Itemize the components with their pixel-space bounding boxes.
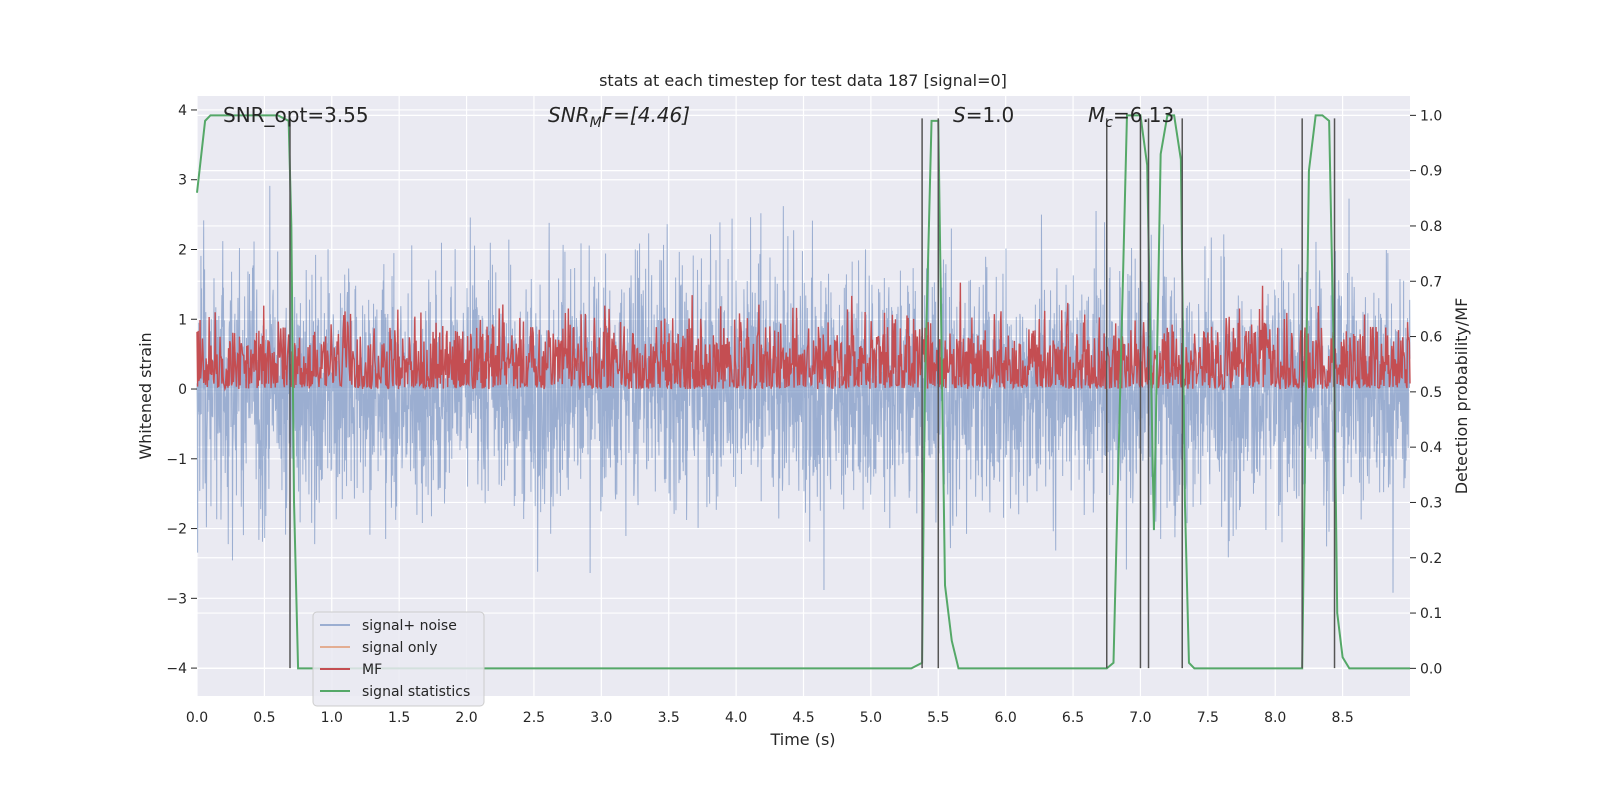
legend-box [312, 611, 485, 707]
annotation-s-rest: =1.0 [966, 103, 1015, 127]
x-tick-label: 6.5 [1062, 710, 1084, 726]
legend-label-signal-noise: signal+ noise [362, 618, 457, 634]
x-tick-label: 0.5 [253, 710, 275, 726]
x-tick-label: 6.0 [995, 710, 1017, 726]
y-tick-label: −4 [166, 661, 187, 677]
y2-tick-label: 0.4 [1420, 440, 1442, 456]
x-tick-label: 7.0 [1129, 710, 1151, 726]
x-axis-label: Time (s) [769, 730, 835, 749]
x-axis-ticks: 0.0 0.5 1.0 1.5 2.0 2.5 3.0 3.5 4.0 4.5 5.0 5.5 6.0 6… [186, 710, 1354, 726]
y-tick-label: 0 [178, 382, 187, 398]
annotation-s-base: S [953, 103, 966, 127]
y-axis-label: Whitened strain [136, 332, 155, 459]
vertical-markers [289, 118, 1336, 669]
x-tick-label: 5.5 [927, 710, 949, 726]
y2-tick-label: 0.5 [1420, 385, 1442, 401]
x-tick-label: 4.5 [792, 710, 814, 726]
annotation-mc-rest: =6.13 [1113, 103, 1174, 127]
y-tick-label: 3 [178, 173, 187, 189]
legend-label-signal-statistics: signal statistics [362, 684, 470, 700]
x-tick-label: 2.0 [455, 710, 477, 726]
signal-statistics-line [196, 114, 1410, 670]
y2-axis-label: Detection probability/MF [1452, 298, 1471, 495]
x-tick-label: 4.0 [725, 710, 747, 726]
x-tick-label: 5.0 [860, 710, 882, 726]
y2-tick-label: 0.7 [1420, 274, 1442, 290]
annotation-mc-sub: c [1105, 115, 1113, 131]
y2-tick-label: 0.0 [1420, 661, 1442, 677]
y2-tick-label: 1.0 [1420, 108, 1442, 124]
y2-tick-label: 0.1 [1420, 606, 1442, 622]
series-signal-statistics [196, 114, 1410, 670]
legend-label-signal-only: signal only [362, 640, 437, 656]
y2-tick-label: 0.8 [1420, 219, 1442, 235]
mf-line [196, 282, 1411, 392]
x-tick-label: 8.0 [1264, 710, 1286, 726]
y-tick-label: 4 [178, 103, 187, 119]
x-tick-label: 1.5 [388, 710, 410, 726]
x-tick-label: 3.0 [590, 710, 612, 726]
legend-label-mf: MF [362, 662, 382, 678]
annotation-mc-base: M [1088, 103, 1105, 127]
y-tick-label: −3 [166, 591, 187, 607]
annotation-snr-mf-sub: M [590, 115, 602, 131]
y-tick-label: −1 [166, 452, 187, 468]
y2-tick-label: 0.9 [1420, 164, 1442, 180]
y2-tick-label: 0.3 [1420, 495, 1442, 511]
x-tick-label: 1.0 [321, 710, 343, 726]
y-tick-label: 1 [178, 312, 187, 328]
y-tick-label: 2 [178, 242, 187, 258]
y2-axis-ticks: 1.0 0.9 0.8 0.7 0.6 0.5 0.4 0.3 0.2 0.1 0.0 [1410, 108, 1442, 677]
legend: signal+ noise signal only MF signal stat… [312, 611, 485, 707]
annotation-snr-opt: SNR_opt=3.55 [223, 103, 369, 127]
x-tick-label: 0.0 [186, 710, 208, 726]
annotation-snr-mf-base: SNR [548, 103, 590, 127]
y-tick-label: −2 [166, 522, 187, 538]
x-tick-label: 2.5 [523, 710, 545, 726]
series-mf [196, 282, 1411, 392]
x-tick-label: 3.5 [658, 710, 680, 726]
y2-tick-label: 0.2 [1420, 551, 1442, 567]
y2-tick-label: 0.6 [1420, 330, 1442, 346]
annotation-snr-mf: SNRMF=[4.46] [548, 103, 690, 131]
x-tick-label: 8.5 [1331, 710, 1353, 726]
annotation-snr-mf-rest: F=[4.46] [602, 103, 690, 127]
x-tick-label: 7.5 [1197, 710, 1219, 726]
annotation-mc: Mc=6.13 [1088, 103, 1174, 131]
annotation-s: S=1.0 [953, 103, 1014, 127]
chart-title: stats at each timestep for test data 187… [599, 71, 1007, 90]
y-axis-ticks: 4 3 2 1 0 −1 −2 −3 −4 [166, 103, 197, 677]
